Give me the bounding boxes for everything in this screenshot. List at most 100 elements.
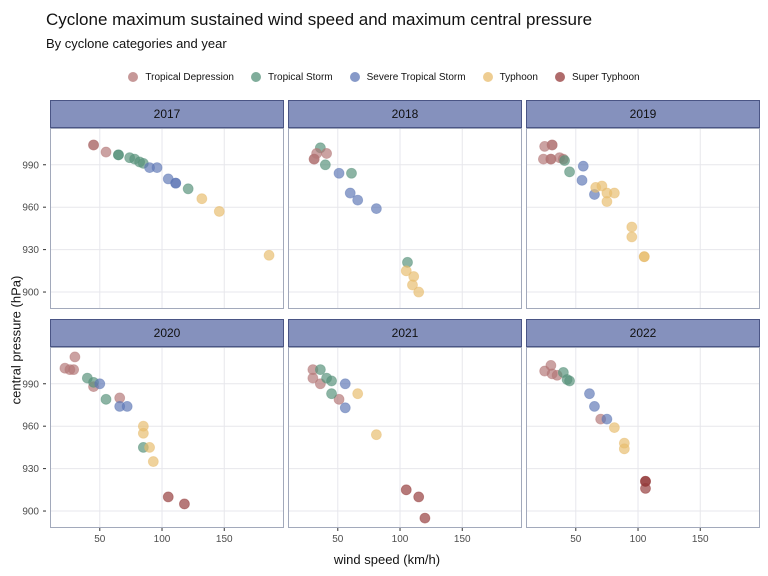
- data-point: [407, 279, 418, 291]
- data-point: [170, 177, 182, 189]
- data-point: [608, 187, 620, 199]
- data-point: [339, 378, 351, 390]
- facet-panel-canvas: [288, 347, 522, 528]
- facet-panel: [50, 128, 284, 309]
- facet-panel: [288, 128, 522, 309]
- data-point: [626, 221, 638, 233]
- data-point: [601, 196, 613, 207]
- x-tick-label: 150: [692, 534, 709, 545]
- y-tick-label: 930: [22, 245, 39, 256]
- data-point: [344, 187, 356, 199]
- legend-label: Tropical Depression: [145, 71, 234, 83]
- facet-strip: 2017: [50, 100, 284, 128]
- facet-panel-canvas: [526, 128, 760, 309]
- facet-panel-canvas: [50, 128, 284, 309]
- y-tick-label: 930: [22, 464, 39, 475]
- data-point: [413, 286, 425, 298]
- y-tick-label: 900: [22, 507, 39, 518]
- y-tick-label: 990: [22, 379, 39, 390]
- data-point: [400, 484, 412, 496]
- data-point: [370, 429, 382, 441]
- legend-item: Super Typhoon: [554, 71, 640, 83]
- legend-label: Severe Tropical Storm: [366, 71, 466, 83]
- data-point: [100, 393, 112, 405]
- x-axis: 50 100 150: [288, 528, 522, 546]
- x-tick-label: 50: [332, 534, 344, 545]
- y-tick-label: 900: [22, 288, 39, 299]
- legend-label: Super Typhoon: [571, 71, 640, 83]
- data-point: [326, 388, 337, 400]
- facet-strip: 2019: [526, 100, 760, 128]
- data-point: [618, 443, 630, 455]
- legend-label: Tropical Storm: [267, 71, 333, 83]
- y-axis: 990 960 930 900: [12, 347, 46, 528]
- data-point: [577, 160, 589, 172]
- facet-strip: 2022: [526, 319, 760, 347]
- data-point: [88, 139, 99, 151]
- y-axis: 990 960 930 900: [12, 128, 46, 309]
- data-point: [321, 148, 332, 159]
- data-point: [68, 364, 80, 376]
- facet-strip-label: 2020: [153, 326, 181, 340]
- facet-panel: [288, 347, 522, 528]
- legend-swatch-icon: [482, 72, 493, 82]
- data-point: [162, 491, 174, 503]
- data-point: [352, 194, 364, 206]
- data-point: [308, 153, 320, 165]
- data-point: [179, 498, 190, 510]
- data-point: [601, 413, 613, 425]
- legend: Tropical Depression Tropical Storm Severe …: [0, 67, 768, 87]
- data-point: [333, 393, 345, 405]
- data-point: [213, 206, 225, 217]
- data-point: [400, 265, 412, 277]
- facet-strip: 2021: [288, 319, 522, 347]
- y-tick-label: 960: [22, 203, 39, 214]
- facet-strip-label: 2019: [629, 107, 657, 121]
- facet-strip: 2018: [288, 100, 522, 128]
- data-point: [346, 167, 357, 179]
- facet-strip: 2020: [50, 319, 284, 347]
- facet-strip-label: 2017: [153, 107, 181, 121]
- data-point: [413, 491, 425, 503]
- data-point: [137, 427, 149, 439]
- facet-panel: [526, 347, 760, 528]
- y-axis-title: central pressure (hPa): [8, 275, 24, 405]
- facet-panel: [50, 347, 284, 528]
- data-point: [576, 174, 588, 186]
- data-point: [326, 375, 337, 387]
- data-point: [147, 456, 159, 467]
- data-point: [626, 231, 638, 243]
- plot-grid: 2017 990 960 930 900 2018 2019 2020 990 960 930 900…: [12, 100, 760, 546]
- x-tick-label: 100: [630, 534, 647, 545]
- data-point: [151, 162, 163, 173]
- data-point: [589, 400, 600, 412]
- data-point: [182, 183, 194, 195]
- facet-strip-label: 2022: [629, 326, 657, 340]
- page-subtitle: By cyclone categories and year: [46, 36, 227, 51]
- facet-panel: [526, 128, 760, 309]
- x-tick-label: 100: [154, 534, 171, 545]
- facet-panel-canvas: [526, 347, 760, 528]
- data-point: [584, 388, 595, 400]
- y-tick-label: 990: [22, 160, 39, 171]
- legend-swatch-icon: [250, 72, 261, 82]
- y-tick-label: 960: [22, 422, 39, 433]
- legend-swatch-icon: [128, 72, 139, 82]
- data-point: [370, 203, 382, 215]
- data-point: [263, 249, 275, 261]
- x-axis: 50 100 150: [526, 528, 760, 546]
- legend-item: Typhoon: [482, 72, 538, 83]
- x-tick-label: 150: [454, 534, 471, 545]
- legend-swatch-icon: [554, 72, 565, 82]
- x-tick-label: 50: [570, 534, 582, 545]
- data-point: [196, 193, 208, 205]
- data-point: [546, 139, 558, 151]
- data-point: [121, 400, 133, 412]
- x-tick-label: 100: [392, 534, 409, 545]
- facet-strip-label: 2018: [391, 107, 419, 121]
- facet-panel-canvas: [288, 128, 522, 309]
- data-point: [640, 483, 651, 494]
- data-point: [339, 402, 351, 414]
- data-point: [319, 159, 331, 171]
